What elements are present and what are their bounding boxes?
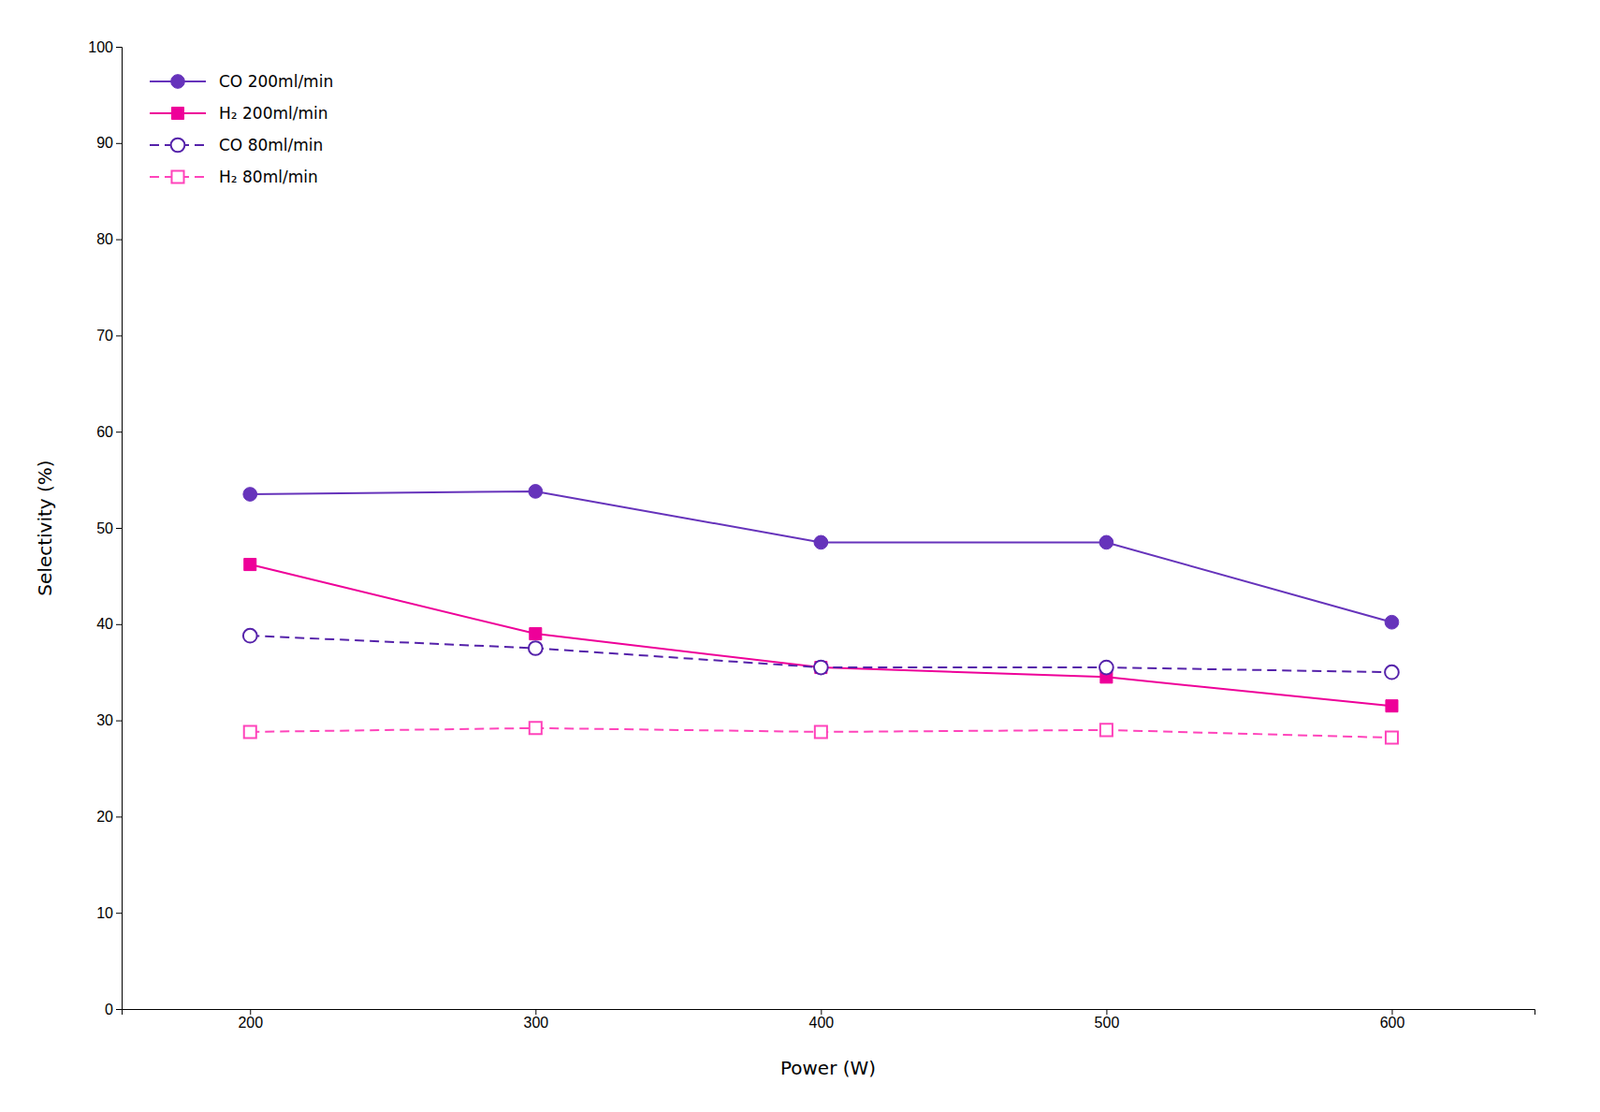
- y-tick-mark: [116, 334, 122, 336]
- data-point: [1385, 731, 1398, 744]
- x-tick-label: 300: [523, 1014, 549, 1031]
- data-point: [814, 535, 829, 550]
- y-tick-label: 40: [96, 615, 114, 632]
- legend-swatch-marker: [171, 74, 186, 89]
- data-point: [1099, 660, 1114, 675]
- y-tick-mark: [116, 239, 122, 241]
- x-axis-line: [122, 1009, 1536, 1016]
- y-tick-mark: [116, 624, 122, 626]
- y-tick-label: 70: [96, 327, 114, 344]
- y-tick-mark: [116, 46, 122, 48]
- y-tick-mark: [116, 815, 122, 817]
- series-line: [249, 564, 1392, 706]
- legend-swatch-marker: [171, 138, 186, 153]
- legend-item: H₂ 200ml/min: [149, 103, 329, 123]
- y-tick: 70: [96, 327, 122, 344]
- data-point: [814, 661, 828, 674]
- y-tick-label: 0: [104, 1001, 114, 1018]
- x-tick-label: 200: [237, 1014, 263, 1031]
- data-point: [244, 558, 257, 571]
- data-point: [814, 725, 828, 738]
- y-tick: 90: [96, 134, 122, 151]
- y-tick-label: 60: [96, 423, 114, 440]
- data-point: [529, 627, 542, 640]
- x-tick-mark: [535, 1008, 537, 1015]
- y-axis-line: [116, 47, 123, 1010]
- y-tick: 100: [87, 39, 122, 56]
- data-point: [1100, 723, 1113, 736]
- plot-area: 200 300 400 500 600 0 10 20 30 40 50 60 70 80 90 100 CO …: [87, 39, 1535, 1032]
- y-tick-label: 100: [87, 39, 114, 56]
- y-tick: 10: [96, 904, 122, 921]
- x-tick: 400: [809, 1008, 835, 1031]
- y-axis: 0 10 20 30 40 50 60 70 80 90 100: [87, 39, 122, 1018]
- data-point: [1099, 535, 1114, 550]
- data-point: [244, 725, 257, 738]
- data-point: [243, 487, 258, 502]
- y-tick-mark: [116, 143, 122, 145]
- x-tick-mark: [249, 1008, 251, 1015]
- legend-label: CO 80ml/min: [218, 135, 323, 155]
- y-tick: 0: [104, 1001, 122, 1018]
- x-tick: 200: [237, 1008, 263, 1031]
- legend-item: CO 200ml/min: [149, 72, 334, 91]
- y-tick-label: 80: [96, 231, 114, 248]
- y-tick: 80: [96, 231, 122, 248]
- y-tick: 50: [96, 520, 122, 537]
- legend-swatch-marker: [171, 170, 184, 183]
- y-tick-mark: [116, 720, 122, 722]
- data-point: [1384, 614, 1399, 629]
- series-line: [249, 491, 1392, 623]
- x-tick: 500: [1094, 1008, 1120, 1031]
- data-point: [528, 484, 543, 499]
- x-axis-title: Power (W): [780, 1056, 876, 1079]
- legend-item: H₂ 80ml/min: [149, 167, 319, 187]
- data-point: [528, 640, 543, 655]
- legend-label: H₂ 80ml/min: [218, 167, 319, 187]
- legend: CO 200ml/min H₂ 200ml/min CO 80ml/min H₂ 80…: [149, 72, 334, 187]
- x-axis: 200 300 400 500 600: [122, 1008, 1536, 1031]
- y-tick: 60: [96, 423, 122, 440]
- x-tick: 600: [1380, 1008, 1406, 1031]
- y-tick-mark: [116, 431, 122, 433]
- y-axis-title: Selectivity (%): [33, 459, 57, 596]
- y-tick-label: 90: [96, 134, 114, 151]
- x-tick-mark: [1105, 1008, 1107, 1015]
- data-point: [814, 660, 829, 675]
- x-tick-label: 600: [1380, 1014, 1406, 1031]
- marks: [243, 484, 1399, 744]
- y-tick-label: 50: [96, 520, 114, 537]
- legend-label: H₂ 200ml/min: [218, 103, 329, 123]
- legend-label: CO 200ml/min: [218, 72, 334, 91]
- x-tick-label: 400: [809, 1014, 835, 1031]
- x-tick: 300: [523, 1008, 549, 1031]
- legend-item: CO 80ml/min: [149, 135, 323, 155]
- y-tick-mark: [116, 912, 122, 914]
- y-tick: 20: [96, 808, 122, 825]
- y-tick-label: 30: [96, 712, 114, 728]
- y-tick-mark: [116, 1008, 122, 1010]
- x-tick-mark: [1391, 1008, 1393, 1015]
- data-point: [529, 721, 542, 734]
- data-point: [1385, 699, 1398, 713]
- y-tick: 30: [96, 712, 122, 728]
- x-tick-mark: [820, 1008, 822, 1015]
- y-tick-label: 20: [96, 808, 114, 825]
- data-point: [243, 628, 258, 643]
- y-tick: 40: [96, 615, 122, 632]
- legend-swatch-marker: [171, 106, 184, 119]
- x-tick-label: 500: [1094, 1014, 1120, 1031]
- chart: 200 300 400 500 600 0 10 20 30 40 50 60 70 80 90 100 CO …: [0, 0, 1600, 1112]
- y-tick-mark: [116, 527, 122, 529]
- y-tick-label: 10: [96, 904, 114, 921]
- data-point: [1384, 665, 1399, 680]
